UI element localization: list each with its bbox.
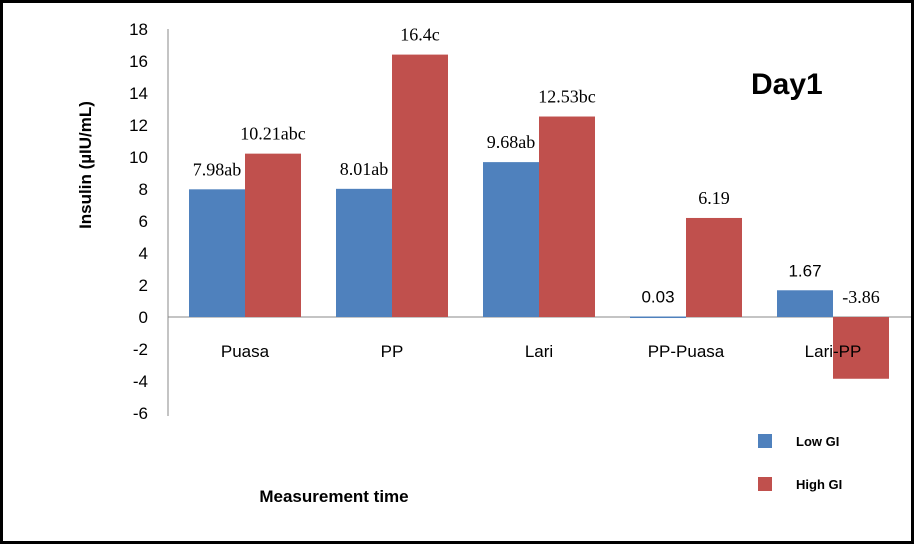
bar-high-gi [686,217,742,317]
insulin-bar-chart: Day1 Insulin (µIU/mL) Measurement time 1… [76,20,911,506]
data-label: 12.53bc [538,87,596,107]
bar-low-gi [777,290,833,317]
x-category-label: PP-Puasa [648,342,725,361]
x-category-label: Puasa [221,342,270,361]
x-axis-title: Measurement time [259,487,408,506]
x-category-label: Lari-PP [805,342,862,361]
bars-group [189,54,889,379]
legend: Low GI High GI [758,434,842,492]
x-category-label: PP [381,342,404,361]
bar-low-gi [630,316,686,319]
bar-low-gi [189,189,245,317]
y-tick-label: -6 [133,404,148,423]
bar-high-gi [833,317,889,379]
data-label: -3.86 [842,287,880,307]
bar-low-gi [336,188,392,317]
legend-swatch-low-gi [758,434,772,448]
y-tick-label: 12 [129,116,148,135]
bar-high-gi [392,54,448,317]
legend-label-low-gi: Low GI [796,434,839,449]
y-tick-label: 16 [129,52,148,71]
y-tick-label: -4 [133,372,148,391]
legend-swatch-high-gi [758,477,772,491]
y-tick-label: 6 [139,212,148,231]
y-tick-label: 10 [129,148,148,167]
bar-high-gi [245,153,301,317]
y-tick-label: 18 [129,20,148,39]
data-label: 1.67 [788,261,821,280]
y-tick-label: -2 [133,340,148,359]
data-label: 16.4c [400,25,440,45]
legend-label-high-gi: High GI [796,477,842,492]
y-tick-label: 2 [139,276,148,295]
y-axis-title: Insulin (µIU/mL) [76,101,95,229]
y-tick-label: 4 [139,244,148,263]
data-label: 7.98ab [193,159,242,179]
x-category-label: Lari [525,342,553,361]
data-label: 6.19 [698,188,730,208]
data-label: 0.03 [641,288,674,307]
data-label: 9.68ab [487,132,536,152]
y-tick-label: 8 [139,180,148,199]
labels-group: 7.98ab 10.21abc Puasa 8.01ab 16.4c PP 9.68ab 12… [193,25,880,361]
bar-high-gi [539,116,595,318]
data-label: 8.01ab [340,159,389,179]
y-tick-label: 14 [129,84,148,103]
data-label: 10.21abc [240,124,305,144]
y-tick-label: 0 [139,308,148,327]
bar-low-gi [483,162,539,317]
chart-title: Day1 [751,68,823,101]
